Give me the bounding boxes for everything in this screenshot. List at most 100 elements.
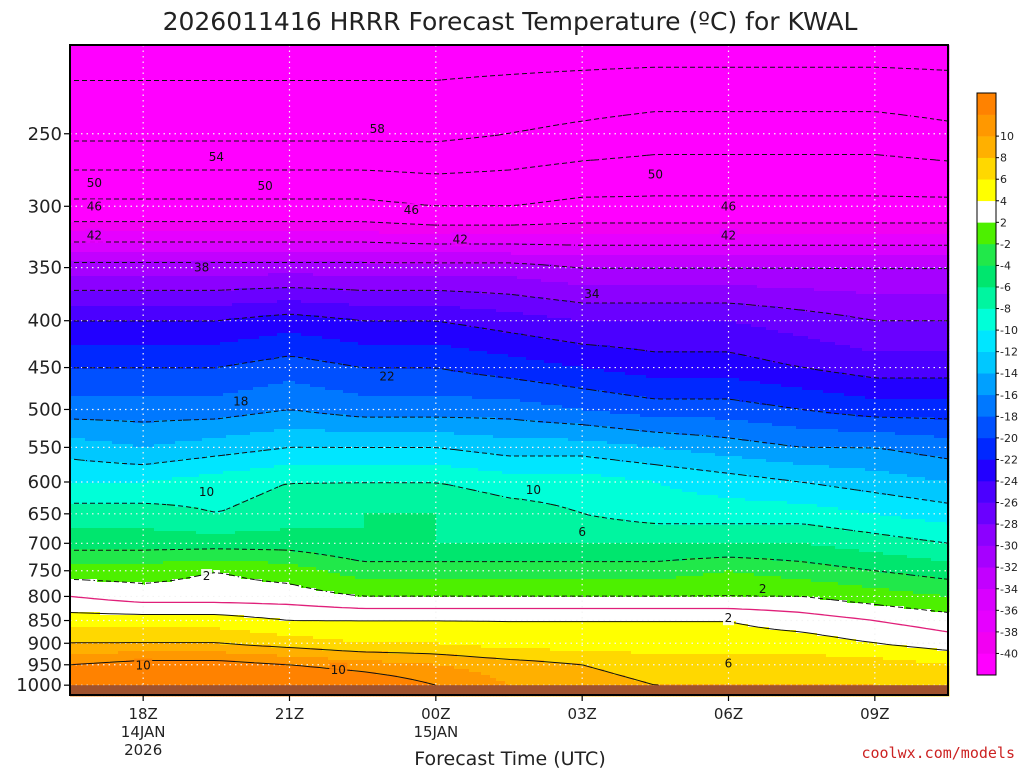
field-cell [424,51,427,54]
field-cell [769,54,772,57]
field-cell [853,48,856,51]
field-cell [511,54,514,57]
field-cell [295,51,298,54]
field-cell [664,51,667,54]
field-cell [928,57,931,60]
field-cell [598,60,601,63]
field-cell [205,60,208,63]
field-cell [604,54,607,57]
field-cell [439,54,442,57]
field-cell [160,63,163,66]
field-cell [778,60,781,63]
field-cell [157,51,160,54]
field-cell [670,57,673,60]
field-cell [592,48,595,51]
field-cell [253,57,256,60]
field-cell [637,57,640,60]
field-cell [202,57,205,60]
field-cell [775,51,778,54]
field-cell [664,60,667,63]
field-cell [814,54,817,57]
field-cell [307,48,310,51]
field-cell [124,63,127,66]
field-cell [742,57,745,60]
field-cell [718,51,721,54]
field-cell [739,57,742,60]
field-cell [544,48,547,51]
field-cell [82,63,85,66]
field-cell [175,51,178,54]
field-cell [640,48,643,51]
field-cell [154,57,157,60]
field-cell [658,60,661,63]
field-cell [895,54,898,57]
field-cell [859,54,862,57]
field-cell [943,48,946,51]
field-cell [418,48,421,51]
field-cell [691,54,694,57]
field-cell [673,48,676,51]
field-cell [157,57,160,60]
field-cell [769,60,772,63]
field-cell [544,54,547,57]
field-cell [76,57,79,60]
field-cell [211,57,214,60]
field-cell [877,57,880,60]
field-cell [883,57,886,60]
field-cell [91,63,94,66]
field-cell [502,60,505,63]
field-cell [76,63,79,66]
field-cell [208,51,211,54]
field-cell [757,57,760,60]
field-cell [613,60,616,63]
field-cell [643,60,646,63]
field-cell [133,60,136,63]
field-cell [655,51,658,54]
field-cell [247,51,250,54]
field-cell [817,57,820,60]
field-cell [538,60,541,63]
field-cell [298,54,301,57]
field-cell [499,60,502,63]
field-cell [610,54,613,57]
field-cell [322,48,325,51]
field-cell [712,48,715,51]
field-cell [709,51,712,54]
field-cell [925,60,928,63]
field-cell [226,48,229,51]
field-cell [928,48,931,51]
field-cell [148,48,151,51]
field-cell [484,51,487,54]
field-cell [223,54,226,57]
field-cell [565,57,568,60]
field-cell [637,48,640,51]
field-cell [841,60,844,63]
field-cell [190,48,193,51]
field-cell [382,57,385,60]
field-cell [178,57,181,60]
field-cell [862,54,865,57]
field-cell [919,48,922,51]
field-cell [370,57,373,60]
field-cell [910,60,913,63]
field-cell [415,48,418,51]
field-cell [202,48,205,51]
field-cell [154,51,157,54]
field-cell [103,60,106,63]
field-cell [862,60,865,63]
field-cell [211,60,214,63]
field-cell [178,48,181,51]
field-cell [301,51,304,54]
field-cell [286,48,289,51]
field-cell [469,54,472,57]
field-cell [88,57,91,60]
field-cell [838,48,841,51]
field-cell [232,57,235,60]
field-cell [151,57,154,60]
field-cell [736,60,739,63]
field-cell [793,48,796,51]
field-cell [292,54,295,57]
field-cell [88,63,91,66]
field-cell [748,60,751,63]
field-cell [541,51,544,54]
